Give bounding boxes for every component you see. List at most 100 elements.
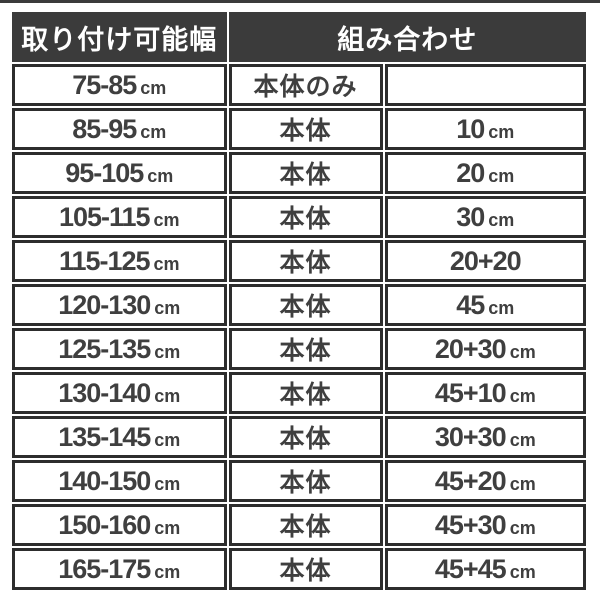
table-row: 135-145 cm 本体 30+30 cm xyxy=(12,416,586,458)
table-row: 150-160 cm 本体 45+30 cm xyxy=(12,504,586,546)
addon-unit: cm xyxy=(509,561,536,582)
addon-value: 20+30 xyxy=(434,333,507,364)
width-range-unit: cm xyxy=(147,165,174,186)
cell-installable-width: 120-130 cm xyxy=(12,284,227,326)
cell-base-unit: 本体 xyxy=(228,328,383,370)
base-unit-label: 本体 xyxy=(279,293,332,321)
cell-addon-width: 10 cm xyxy=(384,108,586,150)
width-range-value: 120-130 xyxy=(58,289,151,320)
cell-addon-width: 45+30 cm xyxy=(384,504,586,546)
width-range-value: 125-135 xyxy=(58,333,151,364)
addon-unit: cm xyxy=(488,297,515,318)
header-installable-width: 取り付け可能幅 xyxy=(12,12,227,62)
addon-value: 45+30 xyxy=(434,509,507,540)
addon-value: 30+30 xyxy=(434,421,507,452)
table-row: 165-175 cm 本体 45+45 cm xyxy=(12,548,586,590)
cell-base-unit: 本体 xyxy=(228,108,383,150)
cell-base-unit: 本体 xyxy=(228,460,383,502)
cell-addon-width: 45+45 cm xyxy=(384,548,586,590)
cell-addon-width: 30 cm xyxy=(384,196,586,238)
addon-unit: cm xyxy=(488,165,515,186)
width-range-value: 130-140 xyxy=(58,377,151,408)
addon-value: 45+20 xyxy=(434,465,507,496)
width-range-value: 75-85 xyxy=(72,69,137,100)
addon-value: 45+45 xyxy=(434,553,507,584)
base-unit-label: 本体 xyxy=(279,469,332,497)
base-unit-label: 本体 xyxy=(279,513,332,541)
cell-base-unit: 本体 xyxy=(228,240,383,282)
addon-unit: cm xyxy=(509,385,536,406)
cell-addon-width: 45+10 cm xyxy=(384,372,586,414)
addon-value: 45 xyxy=(456,289,485,320)
width-range-unit: cm xyxy=(140,77,167,98)
cell-addon-width: 20 cm xyxy=(384,152,586,194)
width-range-unit: cm xyxy=(154,429,181,450)
cell-addon-width: 30+30 cm xyxy=(384,416,586,458)
width-range-unit: cm xyxy=(153,253,180,274)
top-border-rule xyxy=(0,0,600,3)
width-range-unit: cm xyxy=(154,385,181,406)
cell-base-unit: 本体 xyxy=(228,416,383,458)
table-row: 105-115 cm 本体 30 cm xyxy=(12,196,586,238)
table-row: 140-150 cm 本体 45+20 cm xyxy=(12,460,586,502)
cell-base-unit: 本体 xyxy=(228,548,383,590)
header-combination: 組み合わせ xyxy=(228,12,586,62)
addon-unit: cm xyxy=(509,429,536,450)
cell-addon-width: 45+20 cm xyxy=(384,460,586,502)
addon-value: 30 xyxy=(456,201,485,232)
cell-addon-width: 45 cm xyxy=(384,284,586,326)
width-range-value: 95-105 xyxy=(65,157,144,188)
width-range-value: 85-95 xyxy=(72,113,137,144)
width-range-unit: cm xyxy=(140,121,167,142)
width-range-value: 115-125 xyxy=(58,245,151,276)
cell-base-unit: 本体 xyxy=(228,504,383,546)
addon-unit: cm xyxy=(509,473,536,494)
addon-unit: cm xyxy=(488,121,515,142)
table-row: 130-140 cm 本体 45+10 cm xyxy=(12,372,586,414)
table-body: 75-85 cm 本体のみ 85-95 cm 本体 10 cm 95-105 cm 本体 20 cm 10… xyxy=(12,64,586,590)
cell-installable-width: 115-125 cm xyxy=(12,240,227,282)
base-unit-label: 本体 xyxy=(279,557,332,585)
addon-unit: cm xyxy=(509,517,536,538)
width-range-unit: cm xyxy=(154,473,181,494)
table-row: 125-135 cm 本体 20+30 cm xyxy=(12,328,586,370)
table-row: 115-125 cm 本体 20+20 xyxy=(12,240,586,282)
table-header: 取り付け可能幅 組み合わせ xyxy=(12,12,586,62)
width-range-unit: cm xyxy=(154,341,181,362)
cell-installable-width: 140-150 cm xyxy=(12,460,227,502)
cell-base-unit: 本体 xyxy=(228,372,383,414)
width-range-value: 165-175 xyxy=(58,553,151,584)
table-row: 120-130 cm 本体 45 cm xyxy=(12,284,586,326)
base-unit-label: 本体 xyxy=(279,381,332,409)
table-row: 85-95 cm 本体 10 cm xyxy=(12,108,586,150)
cell-base-unit: 本体のみ xyxy=(228,64,383,106)
width-range-unit: cm xyxy=(153,209,180,230)
base-unit-label: 本体 xyxy=(279,425,332,453)
table-row: 95-105 cm 本体 20 cm xyxy=(12,152,586,194)
addon-value: 45+10 xyxy=(434,377,507,408)
width-range-value: 105-115 xyxy=(58,201,151,232)
base-unit-label: 本体 xyxy=(279,205,332,233)
addon-value: 20 xyxy=(456,157,485,188)
cell-installable-width: 85-95 cm xyxy=(12,108,227,150)
base-unit-label: 本体 xyxy=(279,249,332,277)
addon-unit: cm xyxy=(488,209,515,230)
table-row: 75-85 cm 本体のみ xyxy=(12,64,586,106)
addon-unit: cm xyxy=(509,341,536,362)
base-unit-label: 本体 xyxy=(279,337,332,365)
cell-base-unit: 本体 xyxy=(228,152,383,194)
cell-installable-width: 150-160 cm xyxy=(12,504,227,546)
width-range-value: 135-145 xyxy=(58,421,151,452)
cell-installable-width: 105-115 cm xyxy=(12,196,227,238)
cell-installable-width: 75-85 cm xyxy=(12,64,227,106)
cell-base-unit: 本体 xyxy=(228,284,383,326)
addon-value: 10 xyxy=(456,113,485,144)
base-unit-label: 本体のみ xyxy=(253,73,358,101)
base-unit-label: 本体 xyxy=(279,117,332,145)
cell-addon-width: 20+30 cm xyxy=(384,328,586,370)
width-range-value: 140-150 xyxy=(58,465,151,496)
cell-installable-width: 135-145 cm xyxy=(12,416,227,458)
cell-addon-width: 20+20 xyxy=(384,240,586,282)
width-range-unit: cm xyxy=(154,561,181,582)
addon-value: 20+20 xyxy=(449,245,522,276)
